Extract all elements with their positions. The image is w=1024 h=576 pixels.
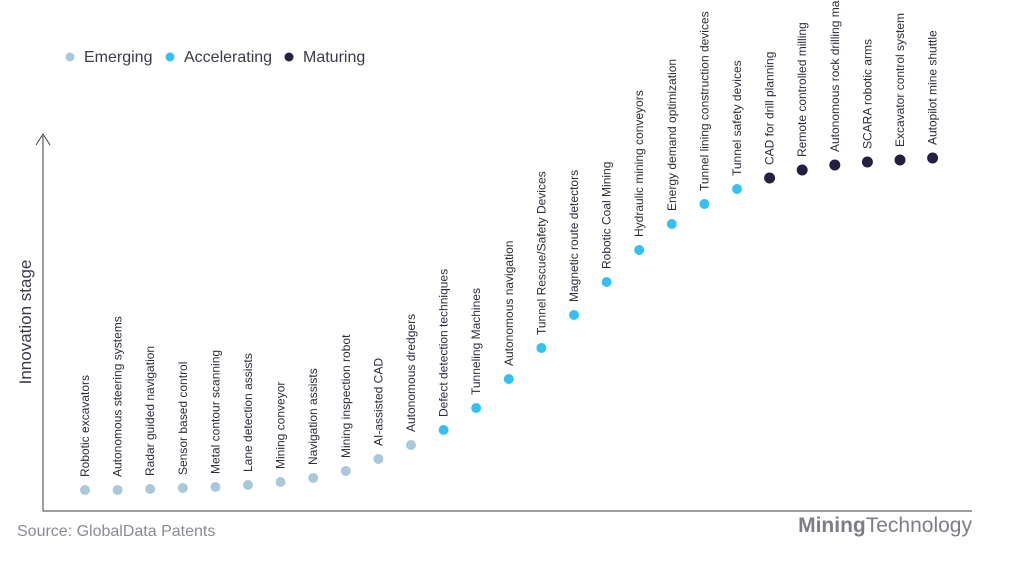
brand-logo-bold: Mining: [798, 514, 866, 537]
data-point-label: Tunnel lining construction devices: [697, 11, 711, 191]
data-point-label: Tunnel Rescue/Safety Devices: [534, 171, 548, 335]
data-point: [634, 245, 645, 255]
data-point: [308, 473, 319, 483]
data-point: [373, 454, 384, 464]
data-point-label: Hydraulic mining conveyors: [632, 90, 646, 237]
data-point: [471, 403, 482, 413]
data-point: [210, 482, 221, 492]
data-point-label: Radar guided navigation: [143, 346, 157, 476]
legend-marker-emerging: [65, 52, 75, 62]
data-point-label: AI-assisted CAD: [371, 358, 385, 446]
data-point: [829, 159, 841, 171]
data-point: [894, 154, 906, 166]
brand-logo-light: Technology: [865, 514, 972, 537]
data-point-label: Mining inspection robot: [339, 334, 353, 458]
data-point: [796, 164, 808, 176]
data-point-label: Autonomous rock drilling machines: [828, 0, 842, 152]
data-point: [406, 440, 416, 450]
data-point: [340, 466, 351, 476]
data-point-label: Tunnel safety devices: [730, 60, 744, 176]
data-point-label: Robotic Coal Mining: [600, 162, 614, 269]
data-point-label: Mining conveyor: [274, 382, 288, 469]
data-point-label: Autopilot mine shuttle: [926, 30, 940, 145]
legend: Emerging Accelerating Maturing: [65, 49, 365, 66]
data-point: [764, 172, 776, 184]
data-point: [243, 480, 253, 490]
data-point-label: CAD for drill planning: [763, 52, 777, 165]
data-point-label: Tunneling Machines: [469, 288, 483, 395]
data-point-label: Metal contour scanning: [208, 350, 222, 474]
data-point: [861, 156, 873, 168]
data-point-label: Autonomous steering systems: [111, 316, 125, 477]
y-axis-title: Innovation stage: [16, 260, 35, 385]
data-point-label: Defect detection techniques: [437, 269, 451, 417]
data-point: [503, 374, 514, 384]
data-point: [536, 343, 547, 353]
data-point-label: Autonomous dredgers: [404, 314, 418, 432]
data-point: [601, 277, 612, 287]
data-point: [699, 199, 710, 209]
data-point-label: Excavator control system: [893, 13, 907, 147]
data-point: [732, 184, 742, 194]
data-point: [569, 310, 579, 320]
legend-label-emerging: Emerging: [84, 49, 152, 66]
data-point: [80, 485, 90, 495]
source-note: Source: GlobalData Patents: [17, 523, 216, 540]
y-axis-arrow-icon: [35, 133, 51, 146]
data-point: [112, 485, 123, 495]
data-point-label: Lane detection assists: [241, 353, 255, 472]
data-point: [275, 477, 286, 487]
legend-label-maturing: Maturing: [303, 49, 365, 66]
legend-label-accelerating: Accelerating: [184, 49, 272, 66]
brand-logo: MiningTechnology: [798, 514, 972, 538]
data-point: [145, 484, 156, 494]
data-point-label: Sensor based control: [176, 362, 190, 475]
data-point-label: Robotic excavators: [78, 375, 92, 477]
data-point-label: Energy demand optimization: [665, 59, 679, 211]
data-point: [177, 483, 188, 493]
data-point-label: Magnetic route detectors: [567, 170, 581, 302]
data-point-label: Remote controlled milling: [795, 22, 809, 157]
data-point-label: Autonomous navigation: [502, 241, 516, 366]
data-point: [927, 152, 939, 164]
data-point-label: SCARA robotic arms: [860, 39, 874, 149]
axes: Innovation stage: [16, 133, 972, 512]
legend-marker-maturing: [284, 52, 294, 62]
data-point-label: Navigation assists: [306, 368, 320, 465]
data-point: [438, 425, 449, 435]
data-point: [666, 219, 677, 229]
data-points: Robotic excavators Autonomous steering sy…: [78, 0, 940, 495]
legend-marker-accelerating: [165, 52, 175, 62]
